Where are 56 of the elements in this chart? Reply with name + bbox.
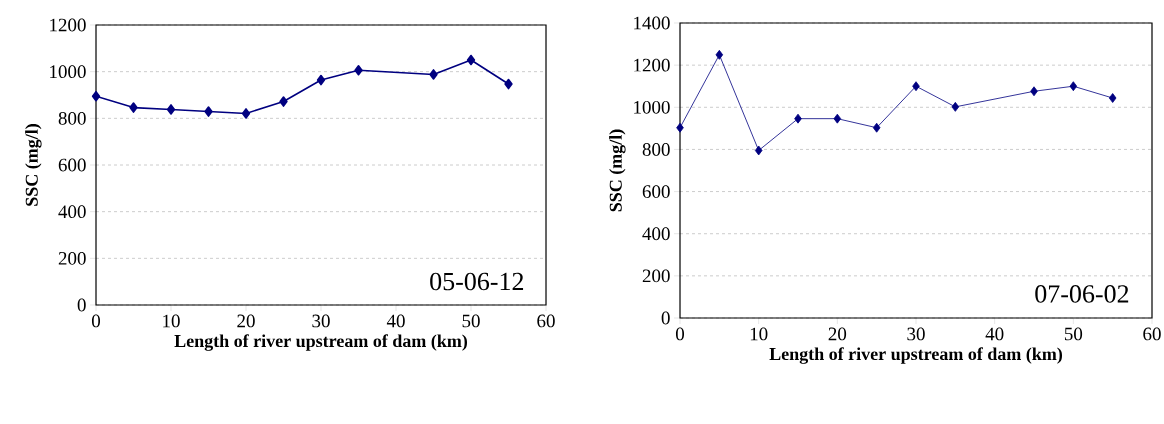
point [241, 108, 251, 119]
annotation: 05-06-12 [430, 272, 524, 291]
x-tick-label: 20 [828, 327, 847, 341]
point [754, 145, 763, 156]
point [166, 104, 176, 115]
y-tick-label: 200 [58, 251, 86, 265]
y-tick-label: 1000 [634, 100, 670, 114]
y-tick-label: 1000 [50, 65, 86, 79]
x-tick-label: 30 [312, 314, 330, 328]
point [872, 122, 881, 133]
x-tick-label: 60 [1143, 327, 1161, 341]
y-tick-label: 1200 [634, 58, 670, 72]
x-tick-label: 30 [907, 327, 925, 341]
point [91, 90, 101, 102]
x-tick-label: 50 [1064, 327, 1083, 341]
x-tick-label: 10 [163, 314, 180, 328]
annotation: 07-06-02 [1035, 285, 1129, 303]
x-tick-label: 20 [237, 314, 255, 328]
y-axis-title: SSC (mg/l) [25, 124, 42, 206]
x-tick-label: 0 [91, 314, 101, 328]
point [1108, 93, 1117, 103]
x-tick-label: 40 [985, 327, 1004, 341]
x-tick-label: 10 [750, 327, 768, 341]
point [316, 74, 326, 86]
y-axis-title: SSC (mg/l) [609, 129, 626, 212]
x-axis-title: Length of river upstream of dam (km) [769, 347, 1063, 364]
x-tick-label: 0 [675, 327, 685, 341]
x-tick-label: 60 [537, 314, 555, 328]
point [129, 102, 138, 113]
y-tick-label: 600 [642, 185, 670, 198]
x-tick-label: 40 [386, 314, 405, 328]
x-axis-title: Length of river upstream of dam (km) [174, 334, 468, 351]
x-tick-label: 50 [462, 314, 480, 328]
y-tick-label: 600 [58, 158, 86, 172]
point [279, 96, 288, 107]
y-tick-label: 800 [58, 111, 86, 125]
y-tick-label: 1400 [634, 16, 670, 30]
y-tick-label: 400 [642, 227, 670, 241]
y-tick-label: 0 [77, 298, 86, 312]
point [833, 113, 842, 124]
point [912, 81, 920, 92]
point [204, 106, 213, 117]
point [1069, 81, 1078, 92]
y-tick-label: 200 [642, 269, 670, 283]
point [466, 54, 476, 66]
y-tick-label: 400 [58, 205, 86, 219]
point [715, 49, 724, 60]
y-tick-label: 800 [642, 143, 670, 156]
point [951, 101, 960, 112]
point [354, 64, 363, 76]
point [676, 122, 684, 133]
point [794, 113, 802, 124]
y-tick-label: 1200 [50, 18, 86, 32]
point [504, 78, 513, 90]
point [429, 69, 438, 80]
point [1030, 86, 1038, 97]
